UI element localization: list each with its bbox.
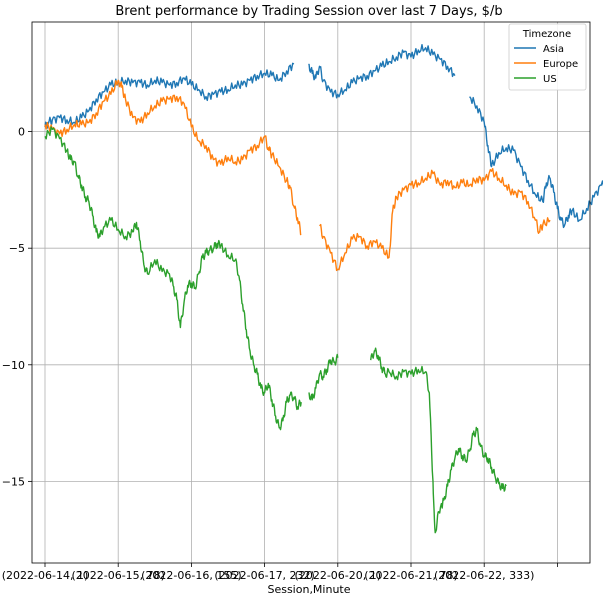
series-asia: [44, 44, 603, 229]
legend-label-us: US: [543, 74, 557, 85]
series-line-segment: [44, 126, 302, 431]
legend-label-asia: Asia: [543, 44, 564, 55]
series-lines: [44, 44, 603, 534]
series-line-segment: [308, 353, 339, 401]
x-tick-label: (2022-06-17, 232): [214, 569, 315, 582]
y-tick-label: −15: [2, 475, 25, 488]
legend: Timezone Asia Europe US: [508, 23, 587, 91]
series-line-segment: [370, 347, 507, 534]
x-tick-label: (2022-06-20, 1): [295, 569, 382, 582]
axis-ticks: (2022-06-14, 1)(2022-06-15, 78)(2022-06-…: [2, 126, 558, 582]
x-axis-label: Session,Minute: [267, 583, 350, 596]
series-us: [44, 126, 507, 534]
legend-label-europe: Europe: [543, 59, 578, 70]
series-line-segment: [308, 44, 456, 99]
y-tick-label: −10: [2, 359, 25, 372]
x-tick-label: (2022-06-22, 333): [434, 569, 535, 582]
series-line-segment: [319, 167, 551, 272]
x-tick-label: (2022-06-16, 155): [141, 569, 242, 582]
grid: [32, 22, 590, 563]
series-line-segment: [469, 96, 603, 229]
series-line-segment: [44, 79, 302, 236]
plot-area-frame: [31, 21, 591, 564]
x-tick-label: (2022-06-14, 1): [2, 569, 89, 582]
legend-box: [508, 23, 587, 91]
series-europe: [44, 79, 551, 272]
x-tick-label: (2022-06-15, 78): [71, 569, 165, 582]
x-tick-label: (2022-06-21, 78): [364, 569, 458, 582]
series-line-segment: [44, 62, 295, 129]
y-tick-label: −5: [9, 242, 25, 255]
legend-title: Timezone: [522, 29, 571, 40]
chart-title: Brent performance by Trading Session ove…: [115, 4, 502, 19]
y-tick-label: 0: [18, 126, 25, 139]
